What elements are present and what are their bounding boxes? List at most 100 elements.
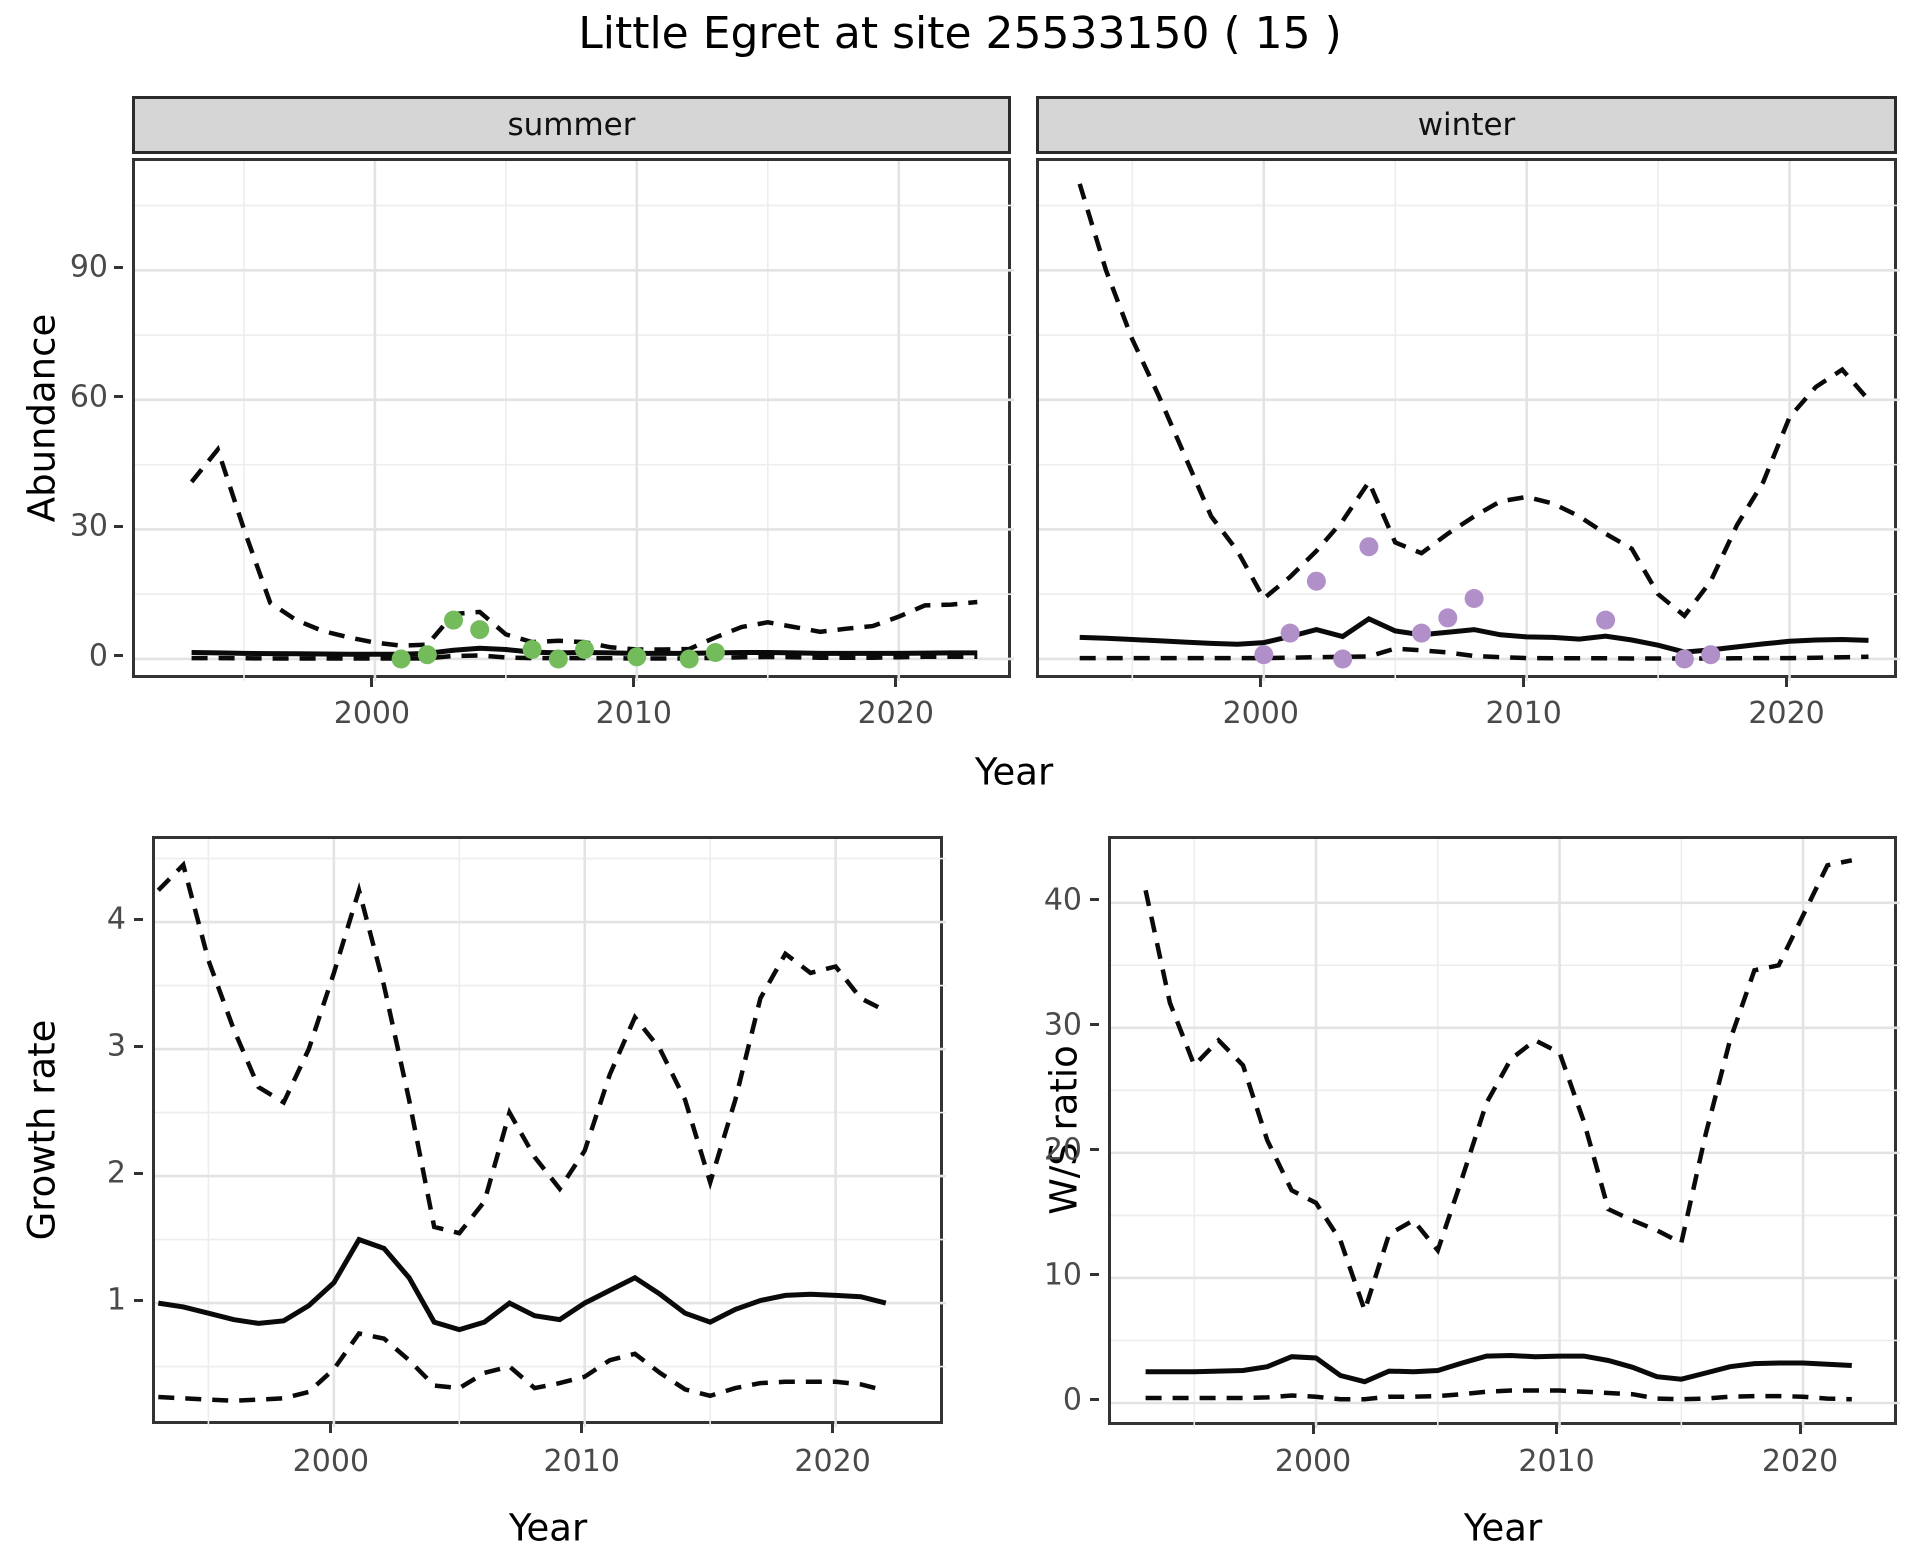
facet-strip-summer: summer [132, 96, 1011, 154]
y-tick-label: 40 [1043, 882, 1082, 918]
lower-ci-line [158, 1331, 887, 1404]
model-fit-line [1079, 615, 1869, 655]
x-tick-mark [370, 678, 374, 687]
facet-strip-label: summer [507, 107, 636, 143]
y-tick-mark [1090, 1023, 1099, 1027]
y-tick-mark [1090, 1148, 1099, 1152]
x-tick-label: 2000 [333, 696, 411, 731]
x-tick-mark [1522, 678, 1526, 687]
x-axis-title-year-bottom-right: Year [1463, 1506, 1543, 1550]
observed-point [1359, 537, 1379, 557]
observed-point [1464, 589, 1484, 608]
x-tick-mark [1798, 1425, 1802, 1434]
abundance-summer-plot-area [135, 161, 1014, 681]
panel-summer-abundance [132, 158, 1014, 681]
observed-point [1674, 649, 1694, 669]
x-tick-label: 2010 [1485, 696, 1562, 731]
observed-point [1306, 571, 1326, 591]
y-tick-label: 90 [69, 249, 108, 285]
y-tick-mark [134, 917, 143, 921]
y-tick-mark [114, 524, 123, 528]
upper-ci-line [189, 444, 978, 652]
ws-ratio-plot-area [1111, 839, 1900, 1428]
x-tick-label: 2010 [543, 1444, 620, 1479]
panel-winter-abundance [1036, 158, 1900, 681]
y-tick-mark [114, 265, 123, 269]
y-tick-mark [134, 1044, 143, 1048]
x-tick-label: 2010 [1518, 1444, 1595, 1479]
x-tick-label: 2000 [1274, 1444, 1352, 1479]
y-tick-mark [134, 1298, 143, 1302]
y-tick-mark [1090, 1273, 1099, 1277]
x-tick-label: 2020 [857, 696, 934, 731]
y-tick-label: 0 [1062, 1382, 1082, 1418]
lower-ci-line [1079, 646, 1869, 661]
y-tick-label: 1 [106, 1282, 126, 1318]
observed-point [627, 647, 647, 667]
growth-rate-plot-area [155, 839, 946, 1427]
y-tick-label: 4 [106, 901, 126, 937]
upper-ci-line [1077, 183, 1871, 620]
x-tick-mark [580, 1424, 584, 1433]
observed-point [522, 640, 542, 659]
observed-point [391, 649, 411, 669]
x-tick-label: 2020 [1761, 1444, 1839, 1479]
y-tick-label: 30 [69, 508, 108, 544]
x-tick-mark [1259, 678, 1263, 687]
observed-point [575, 640, 594, 659]
observed-point [470, 620, 490, 640]
x-tick-label: 2020 [1748, 696, 1825, 731]
x-tick-label: 2000 [1222, 696, 1299, 731]
observed-point [548, 649, 568, 669]
x-tick-mark [894, 678, 898, 687]
y-axis-title-abundance: Abundance [20, 313, 64, 523]
y-tick-mark [114, 395, 123, 399]
x-tick-label: 2010 [595, 696, 673, 731]
observed-point [1254, 645, 1274, 665]
observed-point [1438, 608, 1458, 628]
y-tick-mark [134, 1171, 143, 1175]
growth-rate-fit-line [157, 1236, 887, 1333]
y-axis-title-ws-ratio: W/S ratio [1042, 1045, 1086, 1215]
observed-point [1280, 623, 1300, 643]
observed-point [705, 643, 725, 662]
observed-point [444, 610, 463, 630]
x-tick-mark [831, 1424, 835, 1433]
x-tick-mark [1785, 678, 1789, 687]
observed-point [1596, 610, 1616, 630]
x-tick-mark [632, 678, 636, 687]
lower-ci-line [1145, 1388, 1852, 1402]
y-tick-label: 0 [88, 638, 108, 674]
x-axis-title-year-bottom-left: Year [508, 1506, 588, 1550]
x-tick-mark [1311, 1425, 1315, 1434]
observed-point [679, 649, 699, 669]
facet-strip-label: winter [1417, 107, 1516, 143]
x-tick-mark [1555, 1425, 1559, 1434]
abundance-winter-plot-area [1039, 161, 1900, 681]
plot-title: Little Egret at site 25533150 ( 15 ) [578, 8, 1342, 59]
y-tick-mark [1090, 1398, 1099, 1402]
x-tick-label: 2020 [794, 1444, 871, 1479]
y-tick-label: 2 [106, 1155, 126, 1191]
observed-point [417, 645, 437, 665]
panel-ws-ratio [1108, 836, 1900, 1428]
observed-point [1412, 623, 1431, 643]
observed-point [1701, 645, 1721, 665]
observed-point [1333, 649, 1353, 669]
facet-strip-winter: winter [1036, 96, 1897, 154]
y-tick-label: 10 [1043, 1257, 1082, 1293]
y-tick-label: 60 [69, 379, 108, 415]
y-tick-mark [1090, 898, 1099, 902]
upper-ci-line [1143, 858, 1853, 1318]
y-tick-label: 30 [1043, 1007, 1082, 1043]
y-tick-label: 3 [106, 1028, 126, 1064]
x-tick-mark [329, 1424, 333, 1433]
ws-ratio-fit-line [1145, 1352, 1852, 1385]
x-axis-title-year-top: Year [974, 750, 1054, 794]
x-tick-label: 2000 [292, 1444, 370, 1479]
upper-ci-line [156, 860, 887, 1236]
y-tick-label: 20 [1043, 1132, 1082, 1168]
y-tick-mark [114, 654, 123, 658]
panel-growth-rate [152, 836, 946, 1427]
